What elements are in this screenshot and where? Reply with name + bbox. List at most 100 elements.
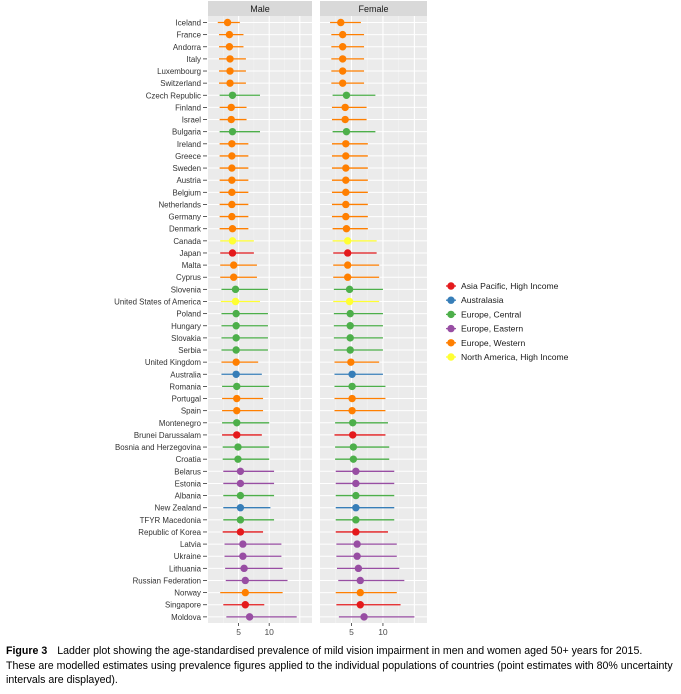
legend-key-point — [447, 339, 455, 347]
country-label: Norway — [174, 589, 201, 598]
country-label: Croatia — [176, 455, 202, 464]
point-female — [352, 516, 360, 524]
legend-entry: Europe, Eastern — [446, 324, 523, 334]
point-male — [233, 382, 241, 391]
country-label: Poland — [176, 310, 201, 319]
point-male — [228, 249, 237, 257]
point-female — [354, 564, 363, 573]
country-label: Ireland — [177, 140, 201, 149]
point-female — [345, 285, 354, 294]
point-male — [231, 297, 240, 306]
legend-key-point — [447, 324, 455, 333]
point-male — [236, 479, 245, 488]
country-label: Portugal — [172, 395, 202, 404]
panel-background — [320, 16, 427, 623]
point-female — [338, 30, 347, 39]
country-label: Denmark — [169, 225, 201, 234]
legend-label: Europe, Eastern — [461, 324, 523, 334]
point-male — [229, 261, 238, 269]
country-label: France — [176, 31, 201, 40]
country-label: New Zealand — [155, 504, 202, 513]
point-male — [228, 91, 237, 99]
country-label: Iceland — [176, 19, 201, 28]
figure-label: Figure 3 — [6, 645, 48, 657]
point-male — [241, 576, 250, 585]
country-label: Austria — [176, 176, 201, 185]
country-label: Bosnia and Herzegovina — [115, 443, 202, 452]
country-label: Russian Federation — [133, 576, 201, 585]
strip-background — [320, 1, 427, 16]
legend-label: North America, High Income — [461, 352, 569, 362]
point-female — [349, 455, 358, 463]
point-female — [342, 140, 350, 148]
point-female — [352, 528, 360, 536]
point-male — [226, 67, 234, 75]
country-label: Slovakia — [171, 334, 201, 343]
point-female — [348, 406, 356, 415]
strip-label: Female — [358, 4, 388, 14]
point-female — [342, 91, 351, 99]
point-male — [223, 18, 232, 27]
country-label: Canada — [173, 237, 201, 246]
point-male — [228, 200, 236, 209]
point-female — [342, 188, 350, 197]
country-label: Estonia — [175, 479, 202, 488]
point-male — [236, 504, 245, 512]
point-male — [228, 212, 236, 221]
panels: Male 5 10 Female 5 10 — [208, 1, 427, 637]
point-female — [342, 176, 350, 184]
point-female — [342, 212, 350, 221]
x-tick-label: 5 — [236, 627, 241, 637]
country-label: Hungary — [171, 322, 201, 331]
point-female — [338, 79, 347, 87]
point-male — [240, 564, 248, 573]
country-label: Malta — [182, 261, 202, 270]
country-label: Albania — [175, 492, 202, 501]
x-tick-label: 10 — [378, 627, 388, 637]
point-female — [345, 297, 354, 306]
legend-entry: Australasia — [446, 295, 504, 305]
point-female — [346, 334, 354, 342]
point-female — [346, 322, 354, 330]
point-female — [352, 467, 360, 476]
point-male — [228, 188, 236, 197]
figure-caption: Figure 3 Ladder plot showing the age-stan… — [6, 644, 674, 688]
point-male — [236, 467, 245, 476]
point-male — [232, 334, 240, 342]
legend-key-point — [447, 310, 455, 319]
point-male — [232, 370, 240, 378]
ladder-plot: Male 5 10 Female 5 10 Iceland France Andorra Ita… — [114, 1, 569, 637]
point-female — [353, 540, 361, 548]
point-female — [348, 370, 356, 378]
point-male — [227, 115, 235, 124]
country-label: Cyprus — [176, 273, 201, 282]
country-label: Lithuania — [169, 564, 202, 573]
point-female — [337, 18, 345, 27]
point-female — [349, 443, 358, 451]
point-male — [226, 55, 234, 63]
point-male — [227, 103, 235, 112]
legend-entry: Asia Pacific, High Income — [446, 281, 559, 291]
point-male — [228, 164, 236, 172]
x-tick-label: 10 — [264, 627, 274, 637]
country-label: Serbia — [178, 346, 201, 355]
country-label: Finland — [175, 103, 201, 112]
country-label: Luxembourg — [157, 67, 201, 76]
country-label: Slovenia — [171, 285, 202, 294]
point-female — [343, 261, 352, 269]
point-male — [231, 285, 240, 294]
legend-entry: Europe, Western — [446, 338, 526, 348]
country-label: Brunei Darussalam — [134, 431, 202, 440]
country-label: Czech Republic — [146, 91, 201, 100]
point-male — [232, 309, 240, 318]
point-male — [232, 322, 240, 330]
legend-label: Asia Pacific, High Income — [461, 281, 559, 291]
point-female — [338, 67, 347, 75]
point-female — [347, 358, 355, 366]
point-female — [342, 200, 350, 209]
legend-label: Europe, Western — [461, 338, 526, 348]
point-female — [342, 225, 351, 233]
point-female — [343, 249, 352, 257]
point-female — [348, 394, 356, 403]
point-male — [236, 528, 245, 536]
